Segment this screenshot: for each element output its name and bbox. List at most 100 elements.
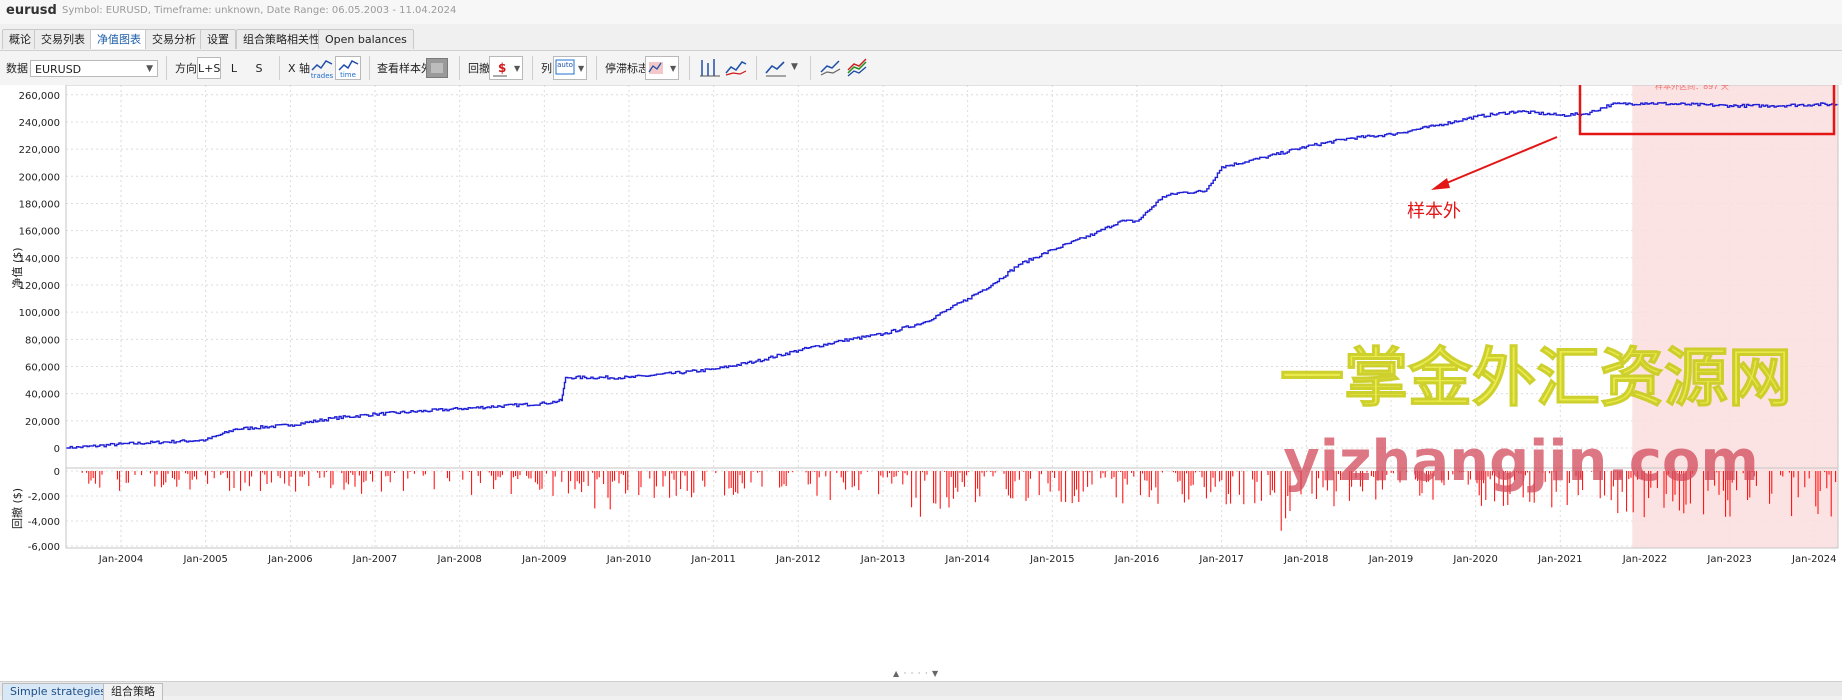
trades-axis-icon: trades — [311, 60, 334, 80]
stagnation-label: 停滞标志 — [605, 62, 649, 75]
equity-chart-area: 260,000 240,000 220,000 200,000 180,000 160,0… — [0, 79, 1842, 681]
x-tick-label: Jan-2007 — [352, 554, 397, 565]
y-tick-label: 240,000 — [19, 118, 60, 129]
y-tick-label: 160,000 — [19, 227, 60, 238]
direction-s-toggle[interactable]: S — [255, 62, 263, 75]
x-tick-label: Jan-2019 — [1368, 554, 1413, 565]
chart-type-line-button[interactable] — [723, 56, 749, 80]
x-tick-label: Jan-2006 — [267, 554, 312, 565]
title-bar: eurusd Symbol: EURUSD, Timeframe: unknow… — [0, 0, 1842, 24]
toolbar-divider — [532, 56, 533, 80]
arrow-head — [1431, 178, 1450, 190]
x-tick-label: Jan-2023 — [1706, 554, 1751, 565]
trend-chart-icon — [765, 61, 786, 77]
panel-splitter[interactable]: ▲ · · · · ▼ — [893, 669, 940, 678]
compare-chart-button[interactable] — [818, 56, 844, 80]
out-of-sample-toggle[interactable] — [426, 58, 448, 78]
tab-trade-list[interactable]: 交易列表 — [34, 29, 92, 49]
drawdown-tick-label: -6,000 — [28, 542, 60, 553]
stagnation-icon: ▼ — [648, 62, 677, 74]
out-of-sample-label: 查看样本外 — [377, 62, 432, 75]
chevron-down-icon[interactable]: ▼ — [791, 62, 798, 72]
y-tick-label: 60,000 — [25, 362, 60, 373]
drawdown-axis-title: 回撤 ($) — [10, 488, 24, 529]
toolbar-divider — [810, 56, 811, 80]
x-tick-label: Jan-2024 — [1791, 554, 1836, 565]
x-tick-label: Jan-2012 — [775, 554, 820, 565]
y-tick-label: 180,000 — [19, 199, 60, 210]
tab-equity-chart[interactable]: 净值图表 — [90, 29, 148, 49]
columns-select[interactable]: auto ▼ — [553, 56, 587, 80]
xaxis-time-button[interactable]: time — [335, 56, 361, 80]
x-tick-label: Jan-2010 — [606, 554, 651, 565]
auto-columns-icon: auto ▼ — [555, 59, 585, 75]
tab-settings[interactable]: 设置 — [200, 29, 236, 49]
watermark-url: yizhangjin.com — [1283, 429, 1758, 494]
tab-overview[interactable]: 概论 — [2, 29, 38, 49]
time-axis-icon: time — [338, 60, 359, 79]
x-tick-label: Jan-2013 — [860, 554, 905, 565]
xaxis-label: X 轴 — [288, 62, 311, 75]
y-tick-label: 220,000 — [19, 145, 60, 156]
toolbar-divider — [166, 56, 167, 80]
drawdown-label: 回撤 — [468, 62, 490, 75]
compare-chart-icon — [820, 60, 841, 76]
chart-options-button[interactable] — [763, 56, 789, 80]
multi-series-icon — [847, 58, 867, 77]
direction-ls-toggle[interactable]: L+S — [197, 57, 221, 79]
drawdown-tick-label: 0 — [54, 467, 60, 478]
y-tick-label: 20,000 — [25, 417, 60, 428]
toolbar-divider — [459, 56, 460, 80]
equity-chart[interactable]: 260,000 240,000 220,000 200,000 180,000 160,0… — [0, 79, 1842, 681]
arrow-shaft — [1436, 136, 1558, 188]
toolbar-divider — [596, 56, 597, 80]
drawdown-tick-label: -4,000 — [28, 517, 60, 528]
y-tick-label: 40,000 — [25, 390, 60, 401]
direction-l-toggle[interactable]: L — [230, 62, 238, 75]
tab-portfolio-strategies[interactable]: 组合策略 — [103, 683, 163, 700]
tab-trade-analysis[interactable]: 交易分析 — [145, 29, 203, 49]
y-tick-label: 200,000 — [19, 172, 60, 183]
columns-value: auto — [557, 61, 573, 69]
x-tick-label: Jan-2021 — [1537, 554, 1582, 565]
y-tick-label: 260,000 — [19, 91, 60, 102]
toolbar-divider — [689, 56, 690, 80]
app-title: eurusd — [6, 3, 57, 18]
x-tick-label: Jan-2018 — [1283, 554, 1328, 565]
data-select[interactable]: EURUSD ▼ — [30, 60, 158, 77]
watermark-text: 一掌金外汇资源网 — [1280, 342, 1792, 416]
dollar-drawdown-icon: $ ▼ — [493, 61, 521, 77]
chart-type-bars-button[interactable] — [697, 56, 723, 80]
stagnation-select[interactable]: ▼ — [645, 56, 679, 80]
equity-series — [66, 101, 1839, 449]
chart-toggle-icon — [431, 63, 443, 73]
out-of-sample-label: 样本外 — [1407, 201, 1461, 222]
tab-bar: 概论 交易列表 净值图表 交易分析 设置 组合策略相关性 Open balanc… — [0, 28, 1842, 51]
columns-label: 列 — [541, 62, 552, 75]
y-tick-label: 0 — [54, 444, 60, 455]
toolbar-divider — [369, 56, 370, 80]
line-chart-icon — [725, 61, 747, 76]
xaxis-trades-text: trades — [311, 72, 334, 80]
multi-series-chart-button[interactable] — [845, 56, 871, 80]
y-tick-label: 80,000 — [25, 335, 60, 346]
x-tick-label: Jan-2005 — [182, 554, 227, 565]
x-tick-label: Jan-2022 — [1622, 554, 1667, 565]
drawdown-series — [81, 471, 1837, 531]
svg-text:▼: ▼ — [578, 64, 585, 73]
x-tick-label: Jan-2008 — [436, 554, 481, 565]
y-tick-label: 140,000 — [19, 254, 60, 265]
tab-open-balances[interactable]: Open balances — [318, 29, 414, 49]
equity-line — [66, 101, 1839, 449]
tab-portfolio-correlation[interactable]: 组合策略相关性 — [236, 29, 327, 49]
x-tick-label: Jan-2017 — [1198, 554, 1243, 565]
drawdown-select[interactable]: $ ▼ — [489, 56, 523, 80]
xaxis-trades-button[interactable]: trades — [309, 56, 335, 80]
xaxis-time-text: time — [340, 71, 356, 79]
tab-simple-strategies[interactable]: Simple strategies — [2, 683, 114, 700]
out-of-sample-region — [1632, 85, 1838, 548]
toolbar-divider — [279, 56, 280, 80]
y-tick-label: 120,000 — [19, 281, 60, 292]
drawdown-tick-label: -2,000 — [28, 492, 60, 503]
